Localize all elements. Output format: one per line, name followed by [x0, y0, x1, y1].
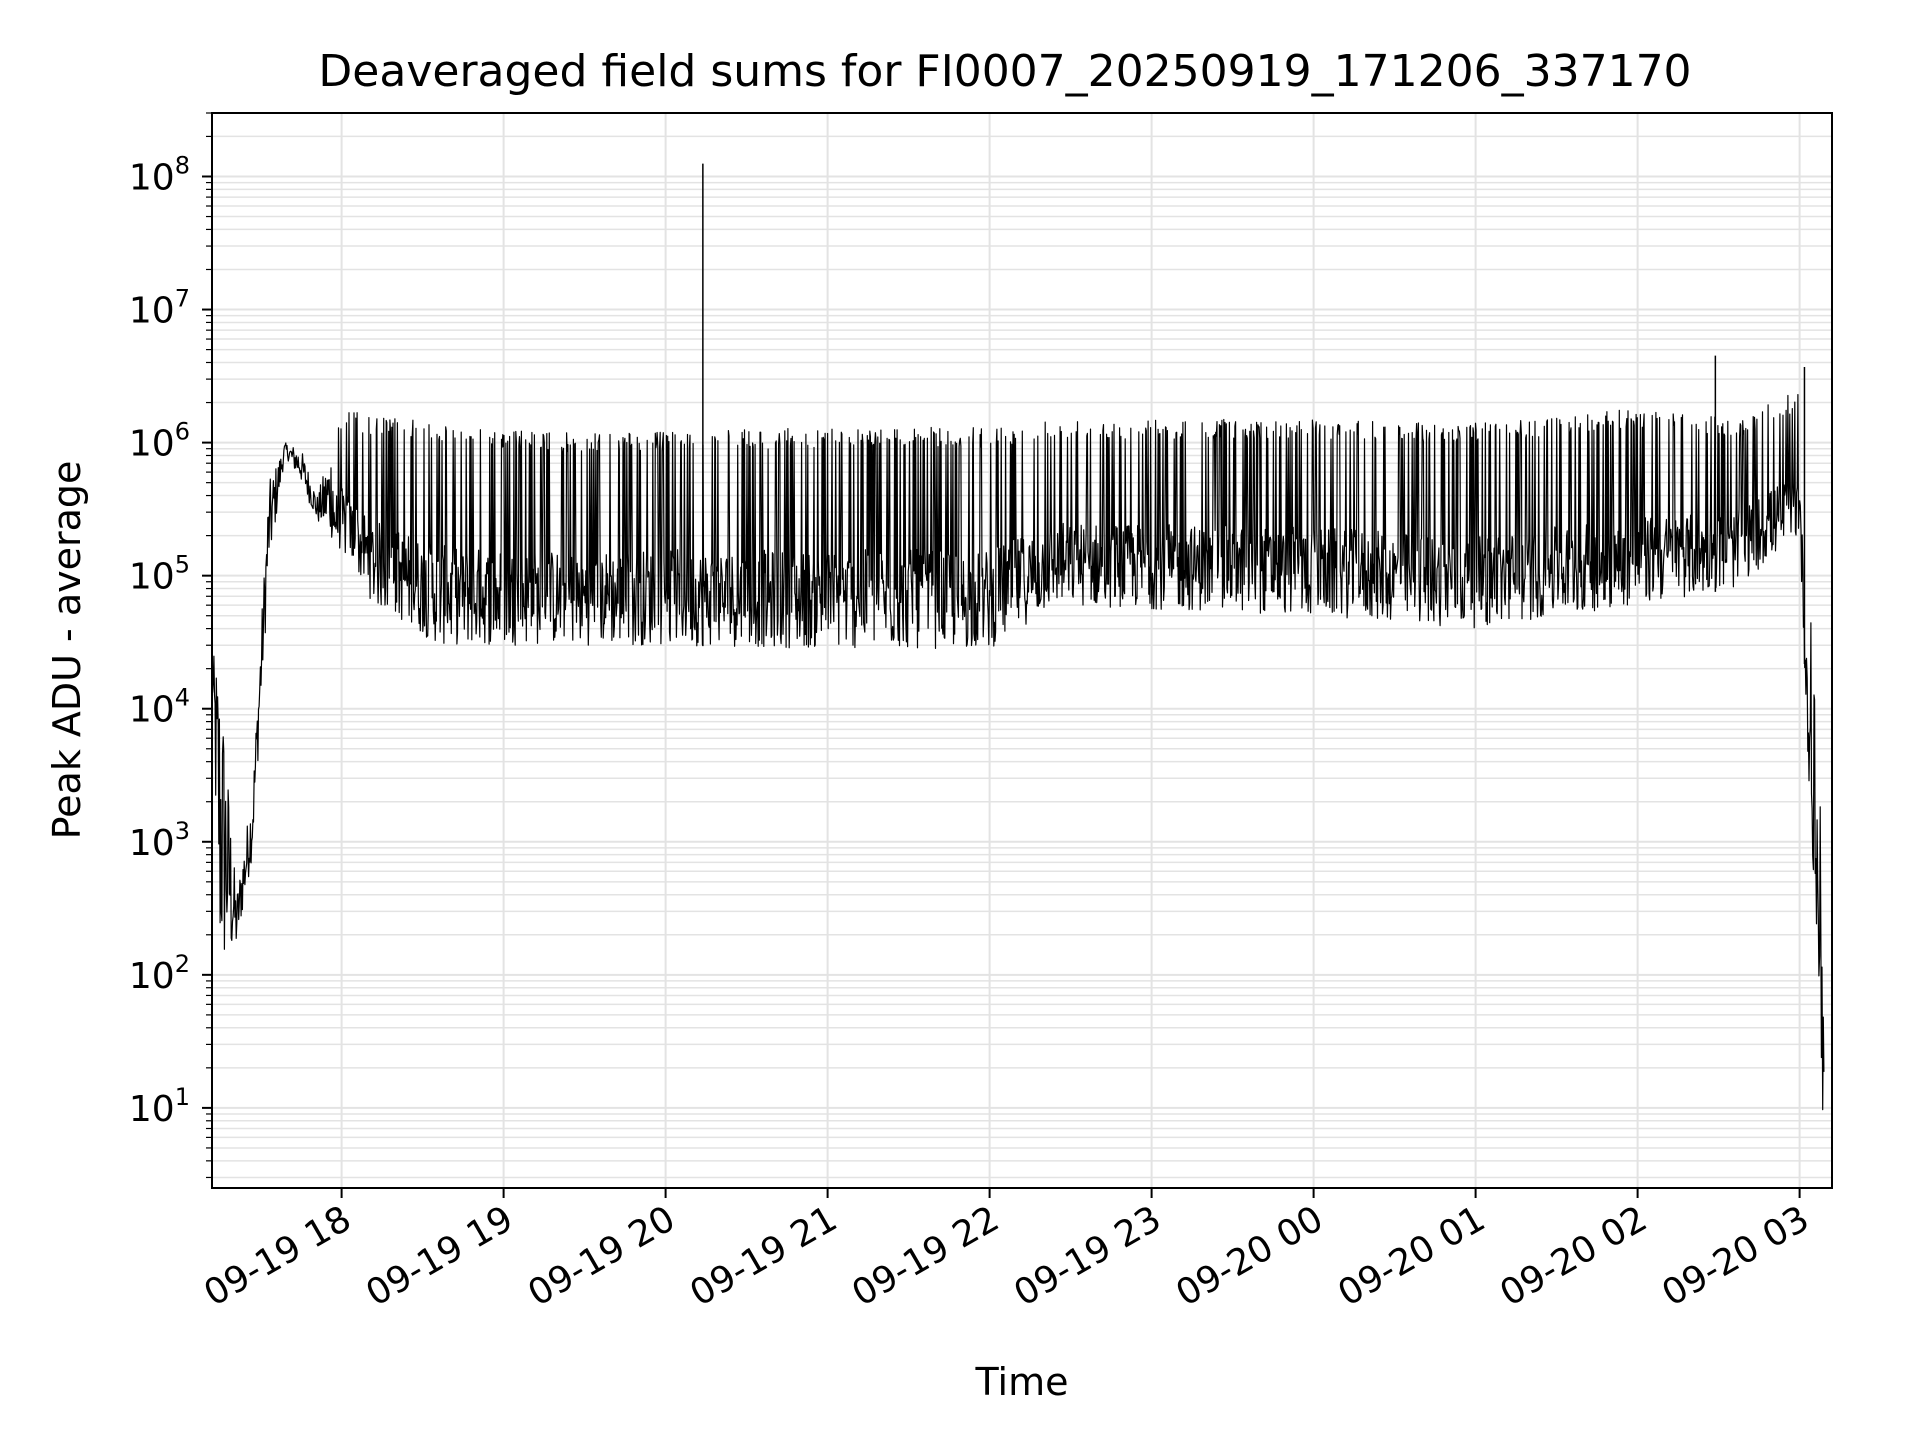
x-tick-label: 09-19 18: [197, 1198, 358, 1314]
grid: [212, 112, 1832, 1188]
y-tick-label: 108: [129, 151, 190, 198]
y-tick-base: 10: [129, 823, 175, 864]
x-tick-label: 09-19 22: [845, 1198, 1006, 1314]
x-axis-label: Time: [975, 1360, 1069, 1404]
y-tick-exp: 8: [175, 151, 190, 179]
y-tick-label: 102: [129, 950, 190, 997]
x-tick-label: 09-19 21: [683, 1198, 844, 1314]
y-tick-base: 10: [129, 424, 175, 465]
series-line-field-sums: [211, 394, 1825, 1111]
y-tick-exp: 7: [175, 285, 190, 313]
x-tick-label: 09-19 23: [1007, 1198, 1168, 1314]
chart-title: Deaveraged field sums for FI0007_2025091…: [318, 46, 1691, 97]
y-tick-label: 105: [129, 551, 190, 598]
y-tick-exp: 5: [175, 551, 190, 579]
y-axis-label: Peak ADU - average: [45, 461, 89, 840]
x-tick-label: 09-20 01: [1331, 1198, 1492, 1314]
y-tick-base: 10: [129, 291, 175, 332]
series-layer: [211, 163, 1825, 1111]
y-tick-exp: 1: [175, 1083, 190, 1111]
x-tick-label: 09-19 19: [359, 1198, 520, 1314]
y-tick-exp: 6: [175, 418, 190, 446]
y-tick-exp: 2: [175, 950, 190, 978]
y-tick-base: 10: [129, 1089, 175, 1130]
y-tick-base: 10: [129, 157, 175, 198]
x-tick-label: 09-20 03: [1655, 1198, 1816, 1314]
y-tick-exp: 3: [175, 817, 190, 845]
plot-frame: [211, 112, 1833, 1189]
y-tick-base: 10: [129, 690, 175, 731]
x-tick-label: 09-19 20: [521, 1198, 682, 1314]
y-tick-exp: 4: [175, 684, 190, 712]
y-tick-base: 10: [129, 557, 175, 598]
y-tick-label: 107: [129, 285, 190, 332]
y-tick-base: 10: [129, 956, 175, 997]
y-tick-label: 104: [129, 684, 190, 731]
y-tick-label: 101: [129, 1083, 190, 1130]
x-axis-ticks: 09-19 18 09-19 19 09-19 20 09-19 21 09-19 22…: [197, 1188, 1816, 1315]
y-tick-label: 106: [129, 418, 190, 465]
x-tick-label: 09-20 02: [1493, 1198, 1654, 1314]
y-tick-label: 103: [129, 817, 190, 864]
x-tick-label: 09-20 00: [1169, 1198, 1330, 1314]
